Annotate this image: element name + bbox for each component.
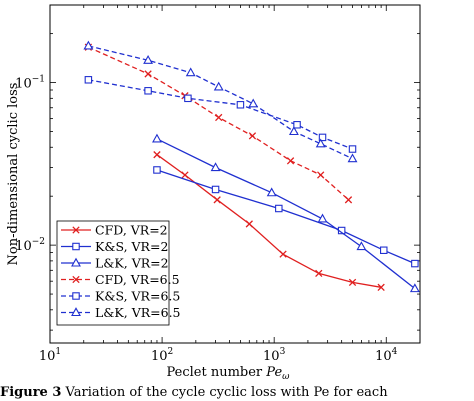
legend-label: L&K, VR=2 bbox=[95, 256, 169, 271]
data-point bbox=[143, 55, 154, 64]
data-point bbox=[317, 213, 328, 223]
data-point bbox=[380, 246, 388, 255]
series-line bbox=[156, 138, 416, 290]
data-point bbox=[409, 283, 420, 293]
data-point bbox=[153, 151, 161, 159]
data-point bbox=[215, 113, 223, 122]
legend-box bbox=[56, 220, 170, 326]
data-point bbox=[356, 241, 367, 251]
legend-label: K&S, VR=2 bbox=[95, 239, 168, 254]
data-point bbox=[211, 185, 220, 194]
data-point bbox=[144, 87, 152, 95]
x-tick-label: 102 bbox=[151, 347, 173, 364]
legend-label: L&K, VR=6.5 bbox=[95, 305, 181, 320]
data-point bbox=[213, 81, 224, 91]
data-point bbox=[377, 283, 385, 291]
x-tick-label: 103 bbox=[263, 347, 286, 364]
data-point bbox=[317, 171, 325, 179]
data-point bbox=[84, 76, 93, 84]
x-axis-title-text: Peclet number bbox=[167, 365, 267, 380]
series-4 bbox=[84, 43, 353, 204]
caption-label: Figure 3 bbox=[0, 385, 62, 400]
y-tick-label: 10−2 bbox=[15, 237, 45, 254]
series-line bbox=[88, 46, 349, 201]
legend-swatch-marker bbox=[72, 226, 80, 234]
plot-frame bbox=[49, 4, 421, 344]
series-1 bbox=[153, 151, 385, 291]
legend-entry: CFD, VR=2 bbox=[61, 223, 168, 238]
x-axis-title-subscript: ω bbox=[282, 372, 290, 382]
series-line bbox=[88, 45, 353, 160]
data-point bbox=[348, 145, 357, 153]
data-point bbox=[266, 187, 277, 197]
data-point bbox=[144, 70, 152, 78]
x-tick-label: 104 bbox=[375, 347, 398, 364]
legend-entry: L&K, VR=6.5 bbox=[61, 305, 181, 320]
data-point bbox=[213, 196, 221, 204]
data-point bbox=[83, 40, 94, 50]
data-point bbox=[248, 132, 257, 140]
data-point bbox=[210, 162, 221, 172]
data-point bbox=[288, 126, 299, 136]
legend-swatch-marker bbox=[72, 292, 80, 300]
data-point bbox=[181, 171, 189, 179]
data-point bbox=[153, 166, 161, 174]
data-point bbox=[152, 133, 162, 143]
data-point bbox=[293, 121, 301, 129]
series-6 bbox=[83, 40, 358, 163]
data-point bbox=[348, 278, 357, 287]
data-point bbox=[275, 204, 283, 213]
series-line bbox=[156, 154, 382, 288]
data-point bbox=[315, 269, 323, 278]
caption-text: Variation of the cycle cyclic loss with … bbox=[61, 385, 388, 400]
data-point bbox=[236, 101, 245, 109]
figure-caption: Figure 3 Variation of the cycle cyclic l… bbox=[0, 385, 474, 401]
y-axis-title: Non-dimensional cyclic loss bbox=[6, 83, 21, 266]
data-point bbox=[245, 220, 253, 228]
data-point bbox=[315, 138, 326, 148]
legend-swatch-marker bbox=[72, 275, 80, 284]
legend-entry: CFD, VR=6.5 bbox=[61, 272, 180, 287]
legend-label: CFD, VR=2 bbox=[95, 223, 168, 238]
data-point bbox=[347, 153, 358, 163]
series-layer bbox=[83, 40, 420, 293]
legend-entry: K&S, VR=2 bbox=[61, 239, 168, 254]
data-point bbox=[411, 259, 419, 268]
data-point bbox=[344, 196, 353, 204]
series-5 bbox=[84, 76, 357, 153]
series-3 bbox=[152, 133, 420, 293]
data-point bbox=[185, 67, 196, 77]
data-point bbox=[318, 133, 327, 142]
y-tick-label: 10−1 bbox=[15, 75, 45, 92]
legend-entry: L&K, VR=2 bbox=[61, 256, 169, 271]
x-axis-title-symbol: Pe bbox=[265, 365, 282, 380]
legend-entry: K&S, VR=6.5 bbox=[61, 289, 180, 304]
data-point bbox=[248, 98, 259, 108]
data-point bbox=[279, 250, 287, 258]
series-line bbox=[156, 169, 416, 265]
legend-swatch-marker bbox=[71, 257, 81, 267]
legend-label: K&S, VR=6.5 bbox=[95, 289, 180, 304]
x-axis-title: Peclet number Peω bbox=[167, 365, 291, 382]
axis-ticks: 101 102 103 104 10−2 10−1 bbox=[15, 5, 421, 364]
data-point bbox=[286, 157, 295, 165]
x-tick-label: 101 bbox=[39, 347, 61, 364]
legend-swatch-marker bbox=[72, 242, 80, 251]
cyclic-loss-chart: 101 102 103 104 10−2 10−1 Non-dimensional cyc… bbox=[6, 4, 421, 382]
series-2 bbox=[153, 166, 419, 268]
legend-label: CFD, VR=6.5 bbox=[95, 272, 180, 287]
legend-swatch-marker bbox=[71, 307, 81, 317]
data-point bbox=[184, 94, 192, 103]
